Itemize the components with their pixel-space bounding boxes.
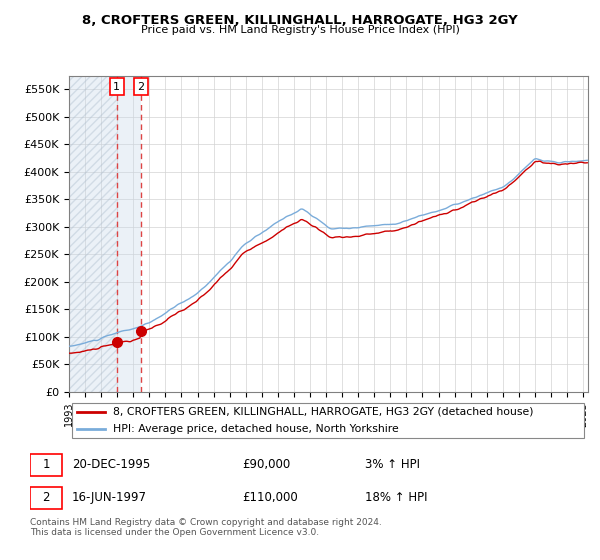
Text: 1: 1 [43,458,50,472]
Text: 8, CROFTERS GREEN, KILLINGHALL, HARROGATE, HG3 2GY (detached house): 8, CROFTERS GREEN, KILLINGHALL, HARROGAT… [113,407,533,417]
Text: 3% ↑ HPI: 3% ↑ HPI [365,458,420,472]
Text: 20-DEC-1995: 20-DEC-1995 [72,458,150,472]
Text: 2: 2 [137,82,144,92]
FancyBboxPatch shape [30,454,62,476]
Text: £90,000: £90,000 [242,458,290,472]
FancyBboxPatch shape [30,487,62,509]
Text: 1: 1 [113,82,120,92]
FancyBboxPatch shape [71,403,584,438]
Text: Contains HM Land Registry data © Crown copyright and database right 2024.
This d: Contains HM Land Registry data © Crown c… [30,518,382,538]
Text: 18% ↑ HPI: 18% ↑ HPI [365,491,427,505]
Text: Price paid vs. HM Land Registry's House Price Index (HPI): Price paid vs. HM Land Registry's House … [140,25,460,35]
Text: £110,000: £110,000 [242,491,298,505]
Bar [117,76,140,392]
Text: 2: 2 [43,491,50,505]
Text: HPI: Average price, detached house, North Yorkshire: HPI: Average price, detached house, Nort… [113,424,399,435]
Bar [69,76,117,392]
Text: 8, CROFTERS GREEN, KILLINGHALL, HARROGATE, HG3 2GY: 8, CROFTERS GREEN, KILLINGHALL, HARROGAT… [82,14,518,27]
Bar [69,76,117,392]
Text: 16-JUN-1997: 16-JUN-1997 [72,491,147,505]
